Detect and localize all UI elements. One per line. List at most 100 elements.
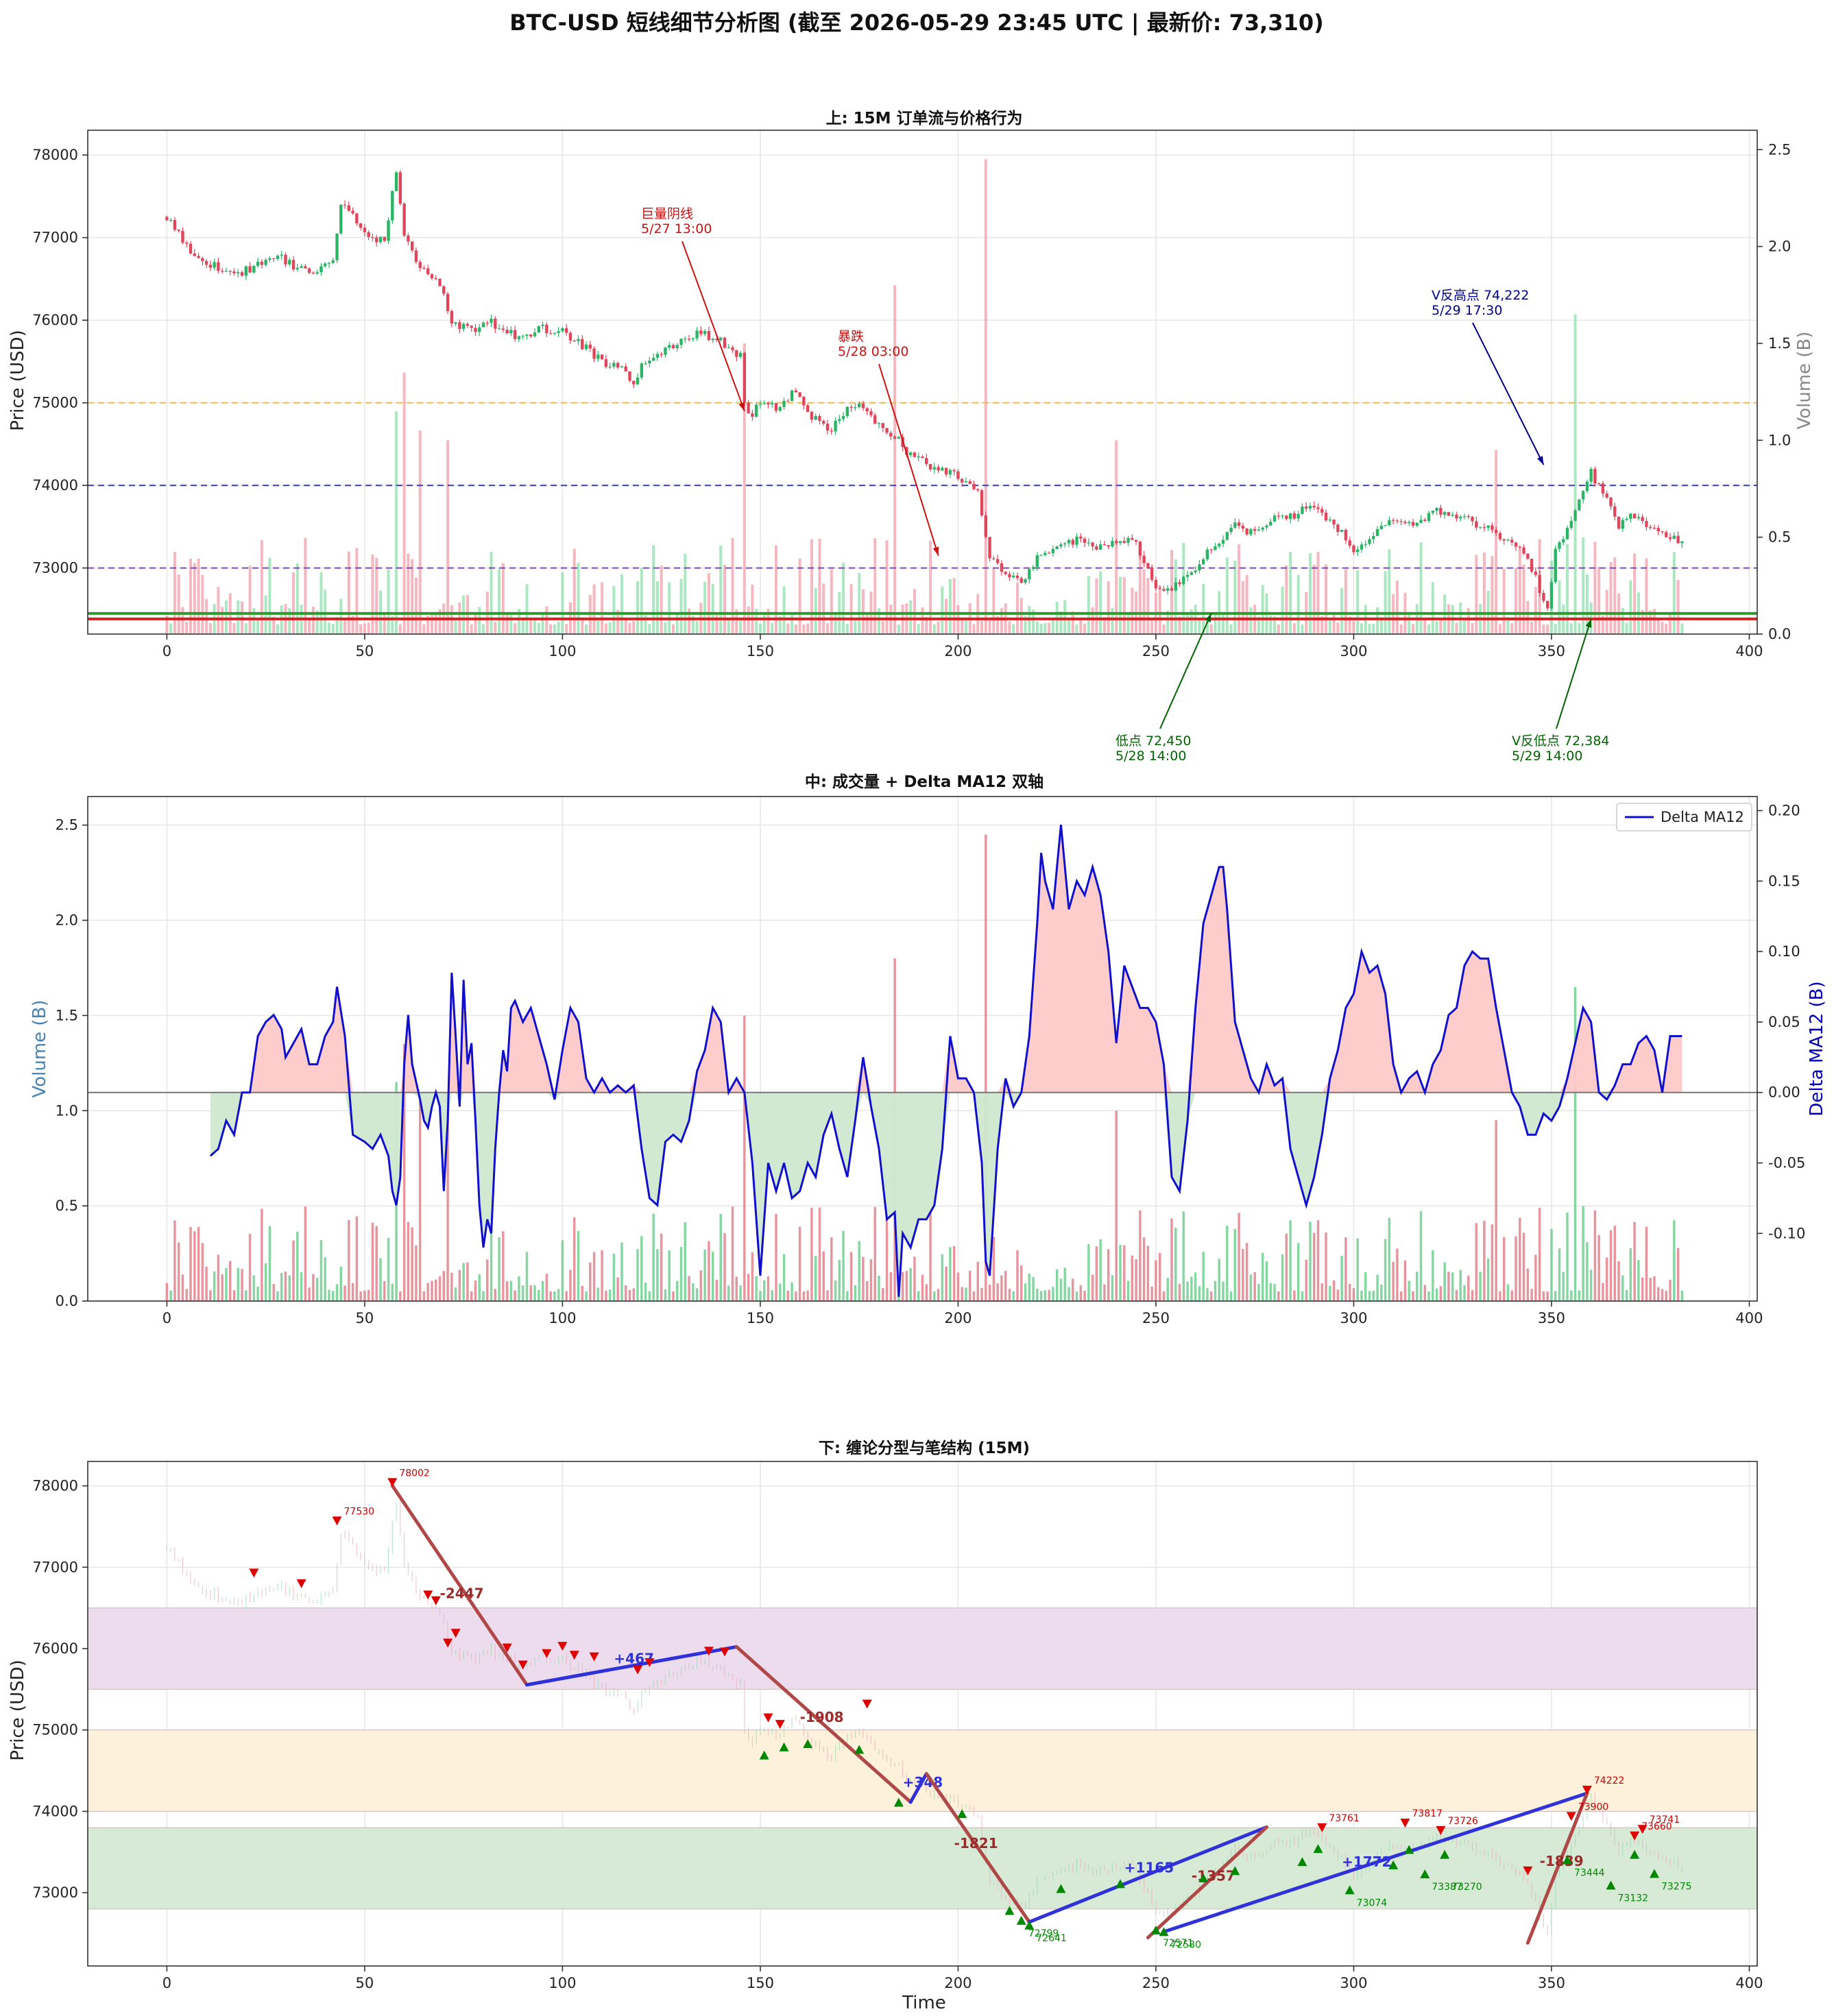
candle-body — [315, 272, 319, 274]
volume-bar — [1115, 440, 1118, 634]
candle-body — [1379, 525, 1384, 529]
candle-body — [1530, 559, 1534, 572]
volume-bar — [1399, 1291, 1403, 1301]
candle-body — [1601, 483, 1605, 494]
volume-bar — [806, 1290, 809, 1301]
candle-body — [806, 405, 810, 412]
volume-bar — [723, 564, 727, 634]
candle-body — [1225, 532, 1229, 540]
volume-bar — [743, 1015, 746, 1301]
volume-bar — [1075, 1291, 1078, 1301]
candle-body — [778, 406, 782, 411]
candle-body — [944, 467, 948, 475]
top-fractal-marker — [719, 1647, 729, 1657]
volume-bar — [1432, 1250, 1434, 1301]
candle-body — [541, 324, 544, 326]
top-xtick-label: 0 — [162, 643, 171, 659]
volume-bar — [885, 1209, 889, 1301]
legend-box — [1616, 803, 1752, 831]
candle-body — [517, 336, 521, 339]
volume-bar — [217, 1254, 220, 1301]
volume-bar — [1242, 1249, 1244, 1301]
top-fractal-marker — [387, 1478, 398, 1487]
volume-bar — [1475, 1223, 1478, 1301]
mid-xtick-label: 150 — [747, 1310, 774, 1326]
candle-body — [256, 261, 260, 266]
volume-bar — [858, 1241, 860, 1301]
volume-bar — [692, 1283, 695, 1301]
candle-body — [1332, 520, 1336, 525]
price-zone-band — [87, 1827, 1758, 1910]
volume-bar — [1119, 1245, 1122, 1301]
volume-bar — [1649, 610, 1652, 634]
volume-bar — [592, 584, 596, 634]
volume-bar — [1308, 553, 1312, 634]
candle-body — [1625, 518, 1628, 520]
bot-xtick-label: 250 — [1142, 1975, 1170, 1991]
volume-bar — [810, 539, 813, 634]
volume-bar — [632, 1288, 636, 1301]
volume-bar — [703, 581, 707, 634]
panel-mid-title: 中: 成交量 + Delta MA12 双轴 — [805, 773, 1043, 791]
volume-bar — [1059, 611, 1063, 634]
panel-top: 上: 15M 订单流与价格行为 Price (USD) Volume (B) 0… — [8, 109, 1815, 764]
candle-body — [367, 232, 370, 237]
candle-body — [568, 332, 572, 341]
top-fractal-marker — [1523, 1866, 1533, 1875]
volume-bar — [956, 1272, 960, 1301]
volume-bar — [481, 624, 485, 634]
pen-label: -1357 — [1192, 1867, 1235, 1884]
volume-bar — [1447, 1272, 1450, 1301]
volume-bar — [224, 600, 228, 634]
bottom-fractal-marker — [759, 1750, 769, 1760]
volume-bar — [1158, 1252, 1161, 1301]
volume-bar — [596, 620, 600, 634]
candle-body — [636, 377, 640, 385]
pen-label: -1908 — [800, 1709, 844, 1725]
volume-bar — [1233, 560, 1237, 634]
volume-bar — [494, 1289, 497, 1301]
volume-bar — [1582, 1206, 1584, 1301]
volume-bar — [1673, 1220, 1676, 1301]
volume-bar — [878, 1276, 880, 1301]
candle-body — [204, 260, 208, 265]
candle-body — [1415, 522, 1419, 526]
volume-bar — [272, 1284, 275, 1301]
annotation-arrowhead — [1205, 613, 1211, 622]
volume-bar — [1316, 552, 1320, 634]
volume-bar — [502, 1231, 505, 1301]
volume-bar — [992, 568, 996, 634]
volume-bar — [1245, 574, 1248, 634]
volume-bar — [596, 1287, 600, 1301]
fractal-price-label: 73444 — [1574, 1867, 1605, 1878]
bot-xtick-label: 350 — [1538, 1975, 1565, 1991]
volume-bar — [885, 540, 889, 634]
volume-bar — [1356, 570, 1360, 634]
volume-bar — [1483, 1220, 1486, 1301]
panel-mid: 中: 成交量 + Delta MA12 双轴 Volume (B) Delta … — [29, 773, 1827, 1326]
volume-bar — [731, 537, 734, 634]
annotation-arrowhead — [932, 546, 939, 556]
candle-body — [1000, 563, 1004, 572]
volume-bar — [996, 1283, 999, 1301]
candle-body — [1214, 546, 1217, 550]
volume-bar — [241, 1269, 243, 1301]
mid-xtick-label: 200 — [944, 1310, 972, 1326]
candle-body — [307, 268, 311, 274]
top-fractal-marker — [1400, 1819, 1410, 1828]
volume-bar — [964, 620, 967, 634]
volume-bar — [529, 1285, 532, 1301]
volume-bar — [656, 1249, 659, 1301]
candle-body — [1312, 505, 1316, 508]
figure-suptitle: BTC-USD 短线细节分析图 (截至 2026-05-29 23:45 UTC… — [509, 10, 1324, 36]
volume-bar — [751, 1252, 754, 1301]
volume-bar — [1301, 1291, 1304, 1301]
candle-body — [838, 419, 841, 421]
volume-bar — [391, 616, 394, 634]
candle-body — [1506, 539, 1510, 541]
candle-body — [1545, 600, 1549, 609]
volume-bar — [1411, 624, 1415, 634]
volume-bar — [169, 1290, 172, 1301]
volume-bar — [1645, 1226, 1648, 1301]
volume-bar — [1048, 622, 1051, 634]
